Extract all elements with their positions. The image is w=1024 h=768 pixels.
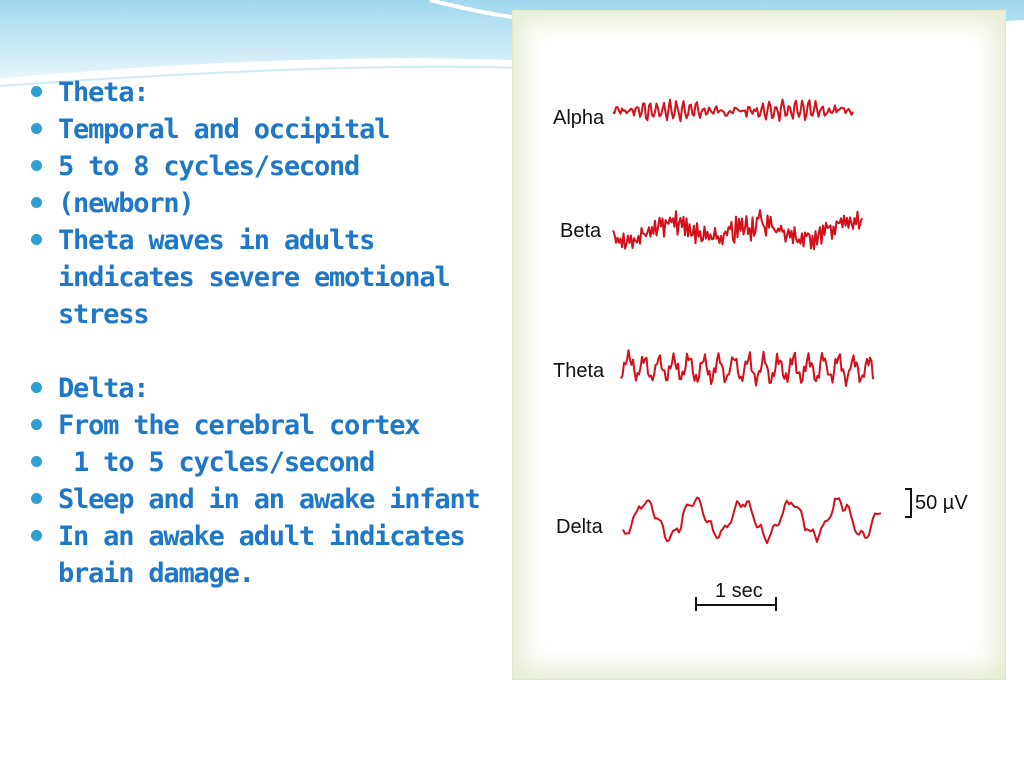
trace-label-theta: Theta <box>553 360 605 382</box>
trace-label-alpha: Alpha <box>553 107 605 129</box>
waveform-beta <box>612 209 863 251</box>
bullet-dot-icon <box>31 160 42 171</box>
bullet-text: Theta: <box>58 77 150 108</box>
bullet-item: Theta waves in adults indicates severe e… <box>28 222 508 333</box>
bullet-item: 1 to 5 cycles/second <box>28 444 508 481</box>
waveform-alpha <box>612 98 854 123</box>
bullet-dot-icon <box>31 456 42 467</box>
bullet-text: In an awake adult indicates brain damage… <box>58 521 480 589</box>
bullet-item: In an awake adult indicates brain damage… <box>28 518 508 592</box>
bullet-list: Theta: Temporal and occipital 5 to 8 cycle… <box>28 74 508 592</box>
eeg-waveform-figure: Alpha Beta Theta Delta 50 µV 1 sec <box>553 98 968 611</box>
list-spacer <box>28 333 508 370</box>
bullet-dot-icon <box>31 86 42 97</box>
waveform-delta <box>622 496 882 545</box>
bullet-dot-icon <box>31 493 42 504</box>
bullet-dot-icon <box>31 234 42 245</box>
bullet-item: Theta: <box>28 74 508 111</box>
time-scale-bar <box>695 597 777 611</box>
trace-label-delta: Delta <box>556 516 604 538</box>
bullet-item: Delta: <box>28 370 508 407</box>
waveform-theta <box>620 349 874 387</box>
trace-label-beta: Beta <box>560 220 602 242</box>
bullet-text: (newborn) <box>58 188 195 219</box>
eeg-figure-panel: Alpha Beta Theta Delta 50 µV 1 sec <box>512 10 1006 680</box>
bullet-text: From the cerebral cortex <box>58 410 421 441</box>
bullet-text: Theta waves in adults indicates severe e… <box>58 225 465 330</box>
bullet-item: (newborn) <box>28 185 508 222</box>
time-scale-label: 1 sec <box>715 580 763 602</box>
bullet-item: 5 to 8 cycles/second <box>28 148 508 185</box>
amplitude-scale-bracket <box>905 488 912 518</box>
amplitude-scale-label: 50 µV <box>915 492 968 514</box>
bullet-text: Temporal and occipital <box>58 114 390 145</box>
bullet-text: Sleep and in an awake infant <box>58 484 481 515</box>
bullet-item: Temporal and occipital <box>28 111 508 148</box>
bullet-text: Delta: <box>58 373 150 404</box>
bullet-dot-icon <box>31 197 42 208</box>
bullet-text: 5 to 8 cycles/second <box>58 151 360 182</box>
bullet-item: Sleep and in an awake infant <box>28 481 508 518</box>
bullet-dot-icon <box>31 382 42 393</box>
bullet-item: From the cerebral cortex <box>28 407 508 444</box>
bullet-text: 1 to 5 cycles/second <box>58 447 375 478</box>
bullet-dot-icon <box>31 419 42 430</box>
bullet-dot-icon <box>31 530 42 541</box>
bullet-dot-icon <box>31 123 42 134</box>
